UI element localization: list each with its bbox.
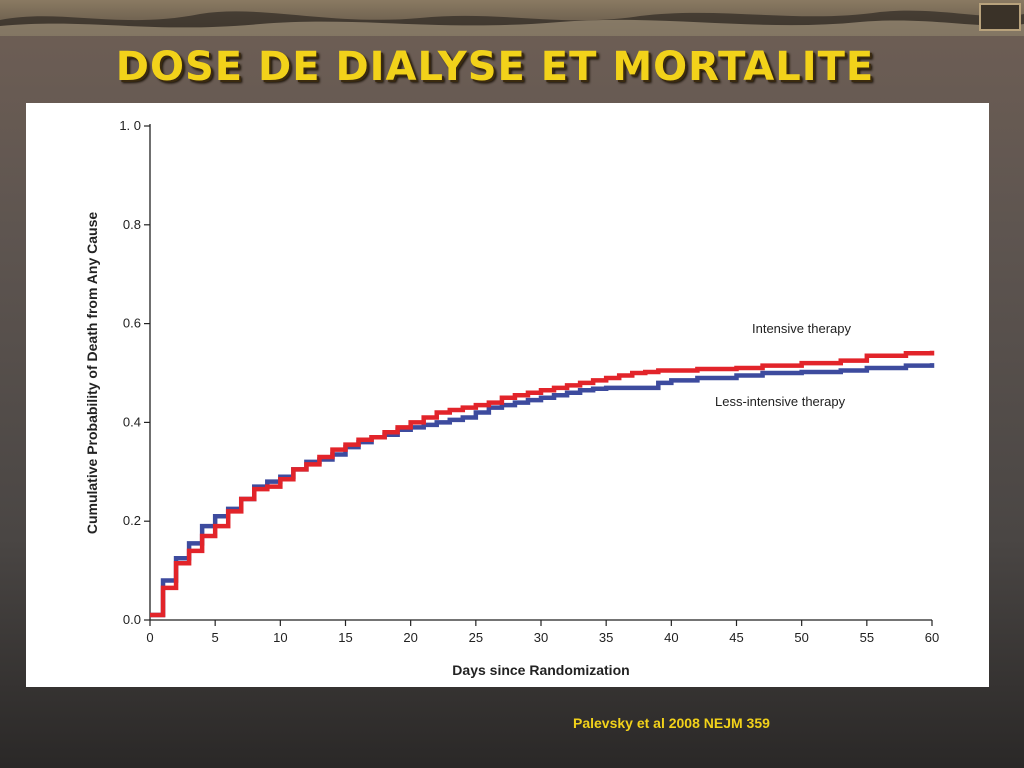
x-tick-label: 40	[664, 630, 678, 645]
series-label-less-intensive: Less-intensive therapy	[715, 394, 846, 409]
decorative-banner	[0, 0, 1024, 36]
x-tick-label: 20	[403, 630, 417, 645]
y-tick-label: 0.0	[123, 612, 141, 627]
x-tick-label: 10	[273, 630, 287, 645]
x-axis-title: Days since Randomization	[452, 662, 629, 678]
slide-title: DOSE DE DIALYSE ET MORTALITE	[115, 44, 875, 90]
series-line-intensive	[150, 350, 935, 618]
x-tick-label: 0	[146, 630, 153, 645]
x-tick-label: 60	[925, 630, 939, 645]
x-tick-label: 25	[469, 630, 483, 645]
chart-panel: 0.0 0.2 0.4 0.6 0.8 1. 0 0 5 10 15 20 25 30 35 40 45 50 5…	[26, 103, 989, 687]
y-tick-label: 1. 0	[119, 118, 141, 133]
x-tick-label: 55	[860, 630, 874, 645]
chart-axes: 0.0 0.2 0.4 0.6 0.8 1. 0 0 5 10 15 20 25 30 35 40 45 50 5…	[119, 118, 939, 645]
x-tick-label: 30	[534, 630, 548, 645]
x-tick-label: 50	[794, 630, 808, 645]
citation: Palevsky et al 2008 NEJM 359	[573, 715, 770, 731]
y-tick-label: 0.2	[123, 513, 141, 528]
x-tick-label: 15	[338, 630, 352, 645]
series-label-intensive: Intensive therapy	[752, 321, 852, 336]
y-tick-label: 0.6	[123, 316, 141, 331]
x-tick-label: 45	[729, 630, 743, 645]
x-tick-label: 5	[212, 630, 219, 645]
y-tick-label: 0.8	[123, 217, 141, 232]
survival-chart: 0.0 0.2 0.4 0.6 0.8 1. 0 0 5 10 15 20 25 30 35 40 45 50 5…	[84, 118, 939, 678]
y-tick-label: 0.4	[123, 414, 141, 429]
x-tick-label: 35	[599, 630, 613, 645]
y-axis-title: Cumulative Probability of Death from Any…	[84, 212, 100, 535]
chart-series	[150, 350, 935, 618]
